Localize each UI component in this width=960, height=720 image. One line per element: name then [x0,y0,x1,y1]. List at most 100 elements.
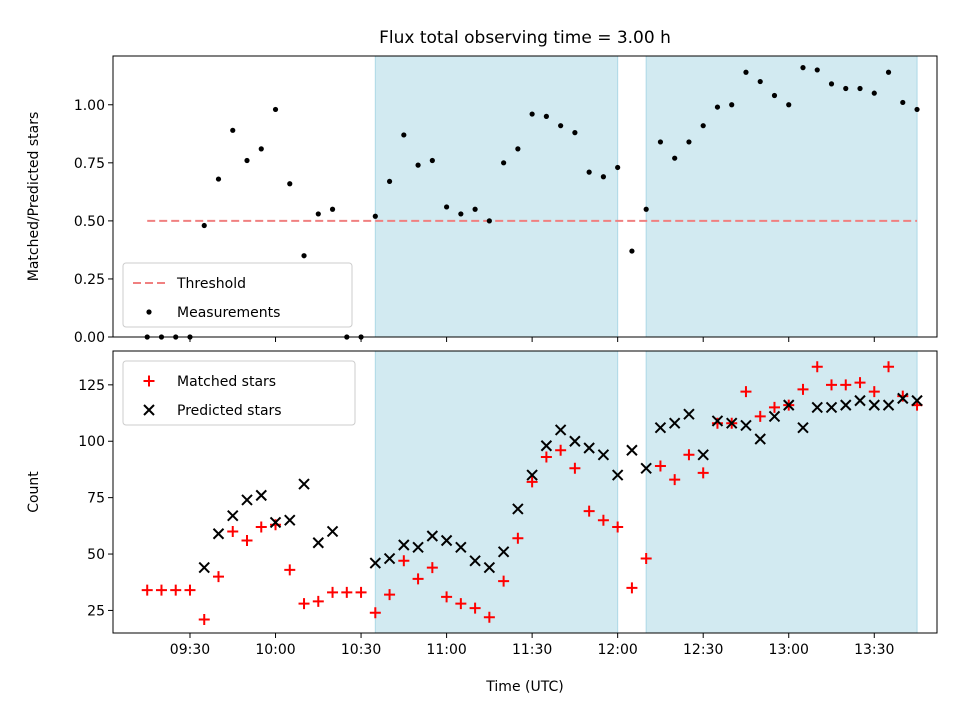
matched-star-point [583,505,595,517]
predicted-star-point [483,561,496,574]
matched-star-point [811,361,823,373]
y-tick-label: 0.25 [74,272,105,288]
measurement-point [786,102,792,108]
predicted-star-point [697,449,709,461]
predicted-star-point [526,469,538,481]
predicted-star-point [726,417,738,429]
predicted-star-point [882,399,895,411]
measurement-point [287,181,293,187]
measurement-point [700,123,706,129]
measurement-point [443,204,450,210]
shaded-interval-1 [645,350,918,634]
matched-star-point [640,553,652,565]
matched-star-point [398,555,410,567]
predicted-star-point [654,421,667,434]
measurement-point [472,206,478,212]
predicted-star-point [212,528,225,540]
matched-star-point [569,462,581,474]
matched-star-point [212,571,224,583]
legend-matched-handle [143,375,155,387]
matched-star-point [555,444,567,456]
predicted-star-point [911,394,923,407]
predicted-star-point [711,415,724,427]
legend-label: Measurements [177,305,280,321]
measurement-point [615,164,621,171]
measurement-point [543,113,549,119]
chart-title: Flux total observing time = 3.00 h [379,28,671,48]
predicted-star-point [298,478,310,490]
y-tick-label: 50 [87,547,105,563]
predicted-star-point [854,394,866,407]
matched-star-point [312,595,324,607]
predicted-star-point [440,534,453,547]
measurement-point [501,160,507,166]
predicted-star-point [241,494,253,506]
predicted-star-point [783,399,795,411]
y-tick-label: 0.75 [74,156,105,172]
measurement-point [729,102,735,108]
predicted-star-point [369,557,382,569]
x-tick-label: 13:30 [854,642,894,658]
measurement-point [329,206,336,212]
measurement-point [201,222,207,229]
predicted-star-point [840,399,852,411]
predicted-star-point [497,546,510,558]
predicted-star-point [426,530,439,542]
measurement-point [215,176,222,182]
measurement-point [515,146,521,152]
measurement-point [857,85,863,92]
x-tick-label: 12:30 [683,642,723,658]
matched-star-point [697,467,709,479]
matched-star-point [255,521,267,533]
x-tick-label: 11:00 [426,642,466,658]
predicted-star-point [897,392,909,405]
matched-star-point [768,401,780,413]
y-tick-label: 0.00 [74,330,105,346]
measurement-point [572,130,578,136]
predicted-star-point [626,444,638,456]
matched-star-point [412,573,424,585]
matched-star-point [883,361,895,373]
measurement-point [429,157,435,164]
matched-star-point [184,584,196,596]
measurement-point [529,111,535,117]
predicted-star-point [284,514,296,526]
measurement-point [386,178,393,185]
matched-star-point [526,476,538,488]
matched-star-point [512,532,524,544]
predicted-star-point [455,541,467,553]
predicted-star-point [198,561,210,574]
measurement-point [600,174,607,180]
plot-frame [112,350,938,634]
measurement-point [672,155,678,161]
predicted-star-point [512,503,524,515]
x-tick-label: 11:30 [512,642,552,658]
measurement-point [800,65,806,71]
measurement-point [372,213,378,219]
measurement-point [272,106,279,113]
predicted-star-point [383,552,396,565]
matched-star-point [198,613,210,625]
measurement-point [885,69,892,75]
matched-star-point [426,562,438,574]
matched-star-point [441,591,453,603]
predicted-star-point [811,401,823,414]
y-tick-label: 1.00 [74,98,105,114]
matched-star-point [270,519,282,531]
matched-star-point [740,386,752,398]
matched-star-point [669,474,681,486]
predicted-star-point [754,433,766,445]
measurement-point [771,92,778,99]
matched-star-point [284,564,296,576]
predicted-star-point [255,489,267,502]
y-tick-label: 125 [78,378,105,394]
matched-star-point [854,377,866,389]
matched-star-point [540,451,552,463]
measurement-point [586,169,592,175]
measurement-point [843,85,849,92]
matched-star-point [141,584,153,596]
measurement-point [230,127,236,133]
shaded-interval-1 [645,55,918,338]
y-axis-label: Count [26,471,42,513]
matched-star-point [797,383,809,395]
